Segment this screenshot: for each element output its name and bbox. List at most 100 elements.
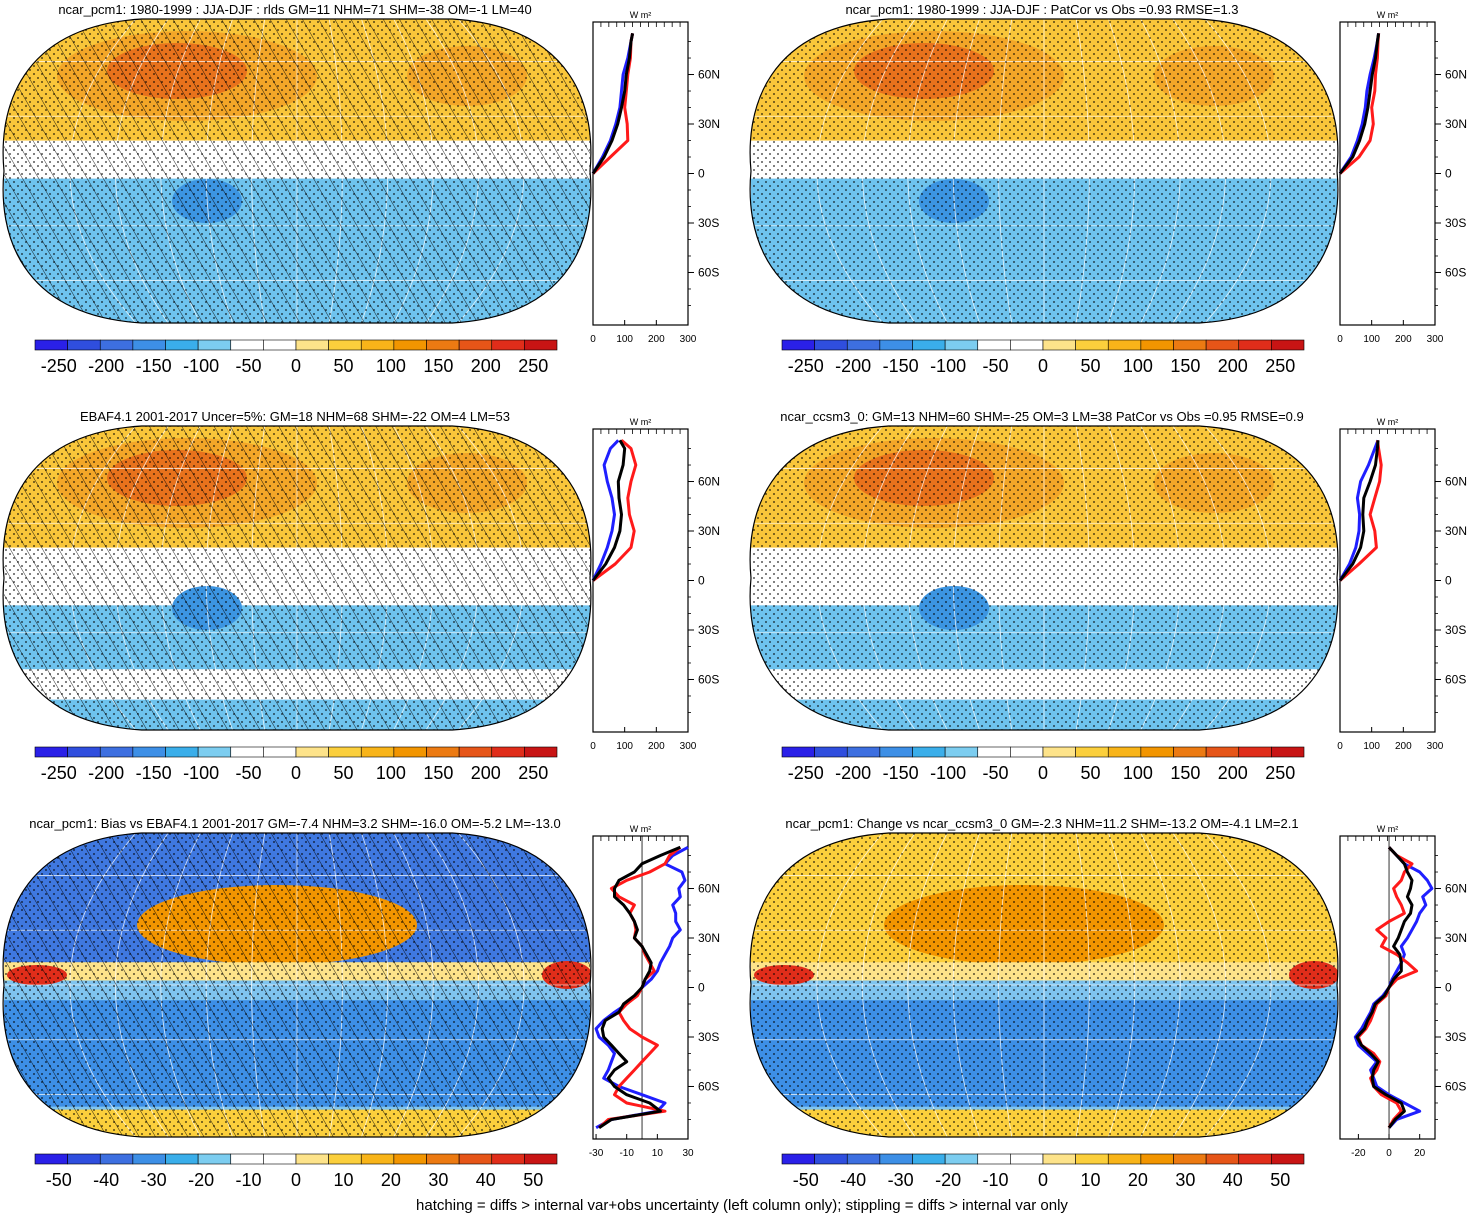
map-border xyxy=(749,425,1339,731)
lat-tick-label: 60N xyxy=(1445,68,1467,82)
zonal-series-black xyxy=(591,33,635,175)
colorbar-tick-label: -250 xyxy=(41,763,77,783)
map-field xyxy=(4,426,590,730)
colorbar-tick-label: 100 xyxy=(1123,356,1153,376)
value-tick-label: 200 xyxy=(1395,741,1412,752)
colorbar-tick-label: -200 xyxy=(88,356,124,376)
colorbar-tick-label: 0 xyxy=(1038,763,1048,783)
map-border xyxy=(2,425,592,731)
lat-tick-label: 30N xyxy=(698,524,720,538)
value-tick-label: 300 xyxy=(680,741,697,752)
lat-tick-label: 60N xyxy=(698,68,720,82)
value-tick-label: 100 xyxy=(616,741,633,752)
lat-tick-label: 0 xyxy=(1445,574,1452,588)
lat-tick-label: 60N xyxy=(698,475,720,489)
zonal-series-black xyxy=(1338,33,1381,175)
map-field xyxy=(4,833,591,1137)
lat-tick-label: 30N xyxy=(1445,524,1467,538)
map-border xyxy=(749,832,1339,1138)
colorbar-tick-label: 30 xyxy=(1175,1170,1195,1190)
lat-tick-label: 60S xyxy=(698,265,719,279)
value-tick-label: 100 xyxy=(1363,741,1380,752)
lat-tick-label: 30S xyxy=(1445,1030,1466,1044)
value-tick-label: -10 xyxy=(619,1148,634,1159)
colorbar-tick-label: -40 xyxy=(840,1170,866,1190)
value-tick-label: 100 xyxy=(1363,334,1380,345)
lat-tick-label: 0 xyxy=(1445,981,1452,995)
value-tick-label: 200 xyxy=(1395,334,1412,345)
colorbar-tick-label: 200 xyxy=(1218,763,1248,783)
colorbar-tick-label: -20 xyxy=(935,1170,961,1190)
colorbar-tick-label: 50 xyxy=(1080,356,1100,376)
colorbar-tick-label: -30 xyxy=(141,1170,167,1190)
zonal-unit-label: W m² xyxy=(630,417,652,427)
lat-tick-label: 60N xyxy=(1445,882,1467,896)
colorbar-tick-label: 250 xyxy=(518,763,548,783)
colorbar-tick-label: 30 xyxy=(428,1170,448,1190)
colorbar-tick-label: 150 xyxy=(423,763,453,783)
footer-note: hatching = diffs > internal var+obs unce… xyxy=(416,1197,1068,1214)
zonal-series-red xyxy=(592,439,638,582)
colorbar-tick-label: 10 xyxy=(333,1170,353,1190)
colorbar-tick-label: 50 xyxy=(1080,763,1100,783)
value-tick-label: 0 xyxy=(590,741,596,752)
lat-tick-label: 30N xyxy=(1445,117,1467,131)
zonal-series-red xyxy=(1339,440,1383,582)
colorbar-tick-label: -10 xyxy=(983,1170,1009,1190)
value-tick-label: 300 xyxy=(680,334,697,345)
zonal-unit-label: W m² xyxy=(1377,10,1399,20)
value-tick-label: 200 xyxy=(648,334,665,345)
map-field xyxy=(751,426,1337,730)
lat-tick-label: 0 xyxy=(698,574,705,588)
value-tick-label: 10 xyxy=(652,1148,664,1159)
colorbar-tick-label: -50 xyxy=(983,356,1009,376)
colorbar-tick-label: -200 xyxy=(835,763,871,783)
zonal-mean-plot: W m² 60N 30N 0 30S 60S 0 100 200 300 xyxy=(590,10,720,345)
colorbar-tick-label: -100 xyxy=(930,356,966,376)
value-tick-label: 200 xyxy=(648,741,665,752)
colorbar-tick-label: -250 xyxy=(788,356,824,376)
colorbar-tick-label: 0 xyxy=(291,1170,301,1190)
value-tick-label: -30 xyxy=(589,1148,604,1159)
lat-tick-label: 0 xyxy=(698,167,705,181)
panel-6: ncar_pcm1: Change vs ncar_ccsm3_0 GM=-2.… xyxy=(749,816,1467,1190)
colorbar-tick-label: 50 xyxy=(333,763,353,783)
value-tick-label: 0 xyxy=(1337,334,1343,345)
zonal-unit-label: W m² xyxy=(630,824,652,834)
colorbar-tick-label: -150 xyxy=(136,356,172,376)
panel-2: ncar_pcm1: 1980-1999 : JJA-DJF : PatCor … xyxy=(749,2,1467,376)
colorbar-tick-label: -150 xyxy=(883,763,919,783)
colorbar-tick-label: 100 xyxy=(376,356,406,376)
lat-tick-label: 60N xyxy=(1445,475,1467,489)
panel-5: ncar_pcm1: Bias vs EBAF4.1 2001-2017 GM=… xyxy=(2,816,720,1190)
colorbar-tick-label: 0 xyxy=(291,763,301,783)
lat-tick-label: 30S xyxy=(698,1030,719,1044)
colorbar-tick-label: -50 xyxy=(793,1170,819,1190)
colorbar-tick-label: -250 xyxy=(41,356,77,376)
colorbar: -250 -200 -150 -100 -50 0 50 100 150 200 250 xyxy=(34,339,558,376)
map-field xyxy=(4,19,590,323)
colorbar-tick-label: -50 xyxy=(236,356,262,376)
colorbar: -250 -200 -150 -100 -50 0 50 100 150 200 250 xyxy=(34,746,558,783)
panel-title: ncar_pcm1: Bias vs EBAF4.1 2001-2017 GM=… xyxy=(29,816,560,831)
colorbar-tick-label: 250 xyxy=(1265,356,1295,376)
lat-tick-label: 60S xyxy=(1445,1079,1466,1093)
colorbar-tick-label: 150 xyxy=(1170,763,1200,783)
zonal-mean-plot: W m² 60N 30N 0 30S 60S 0 100 200 300 xyxy=(590,417,720,752)
colorbar-tick-label: 10 xyxy=(1080,1170,1100,1190)
zonal-mean-plot: W m² 60N 30N 0 30S 60S -20 0 20 xyxy=(1339,824,1467,1159)
lat-tick-label: 0 xyxy=(698,981,705,995)
zonal-series-black xyxy=(591,439,627,582)
colorbar-tick-label: -50 xyxy=(236,763,262,783)
colorbar: -250 -200 -150 -100 -50 0 50 100 150 200 250 xyxy=(781,339,1305,376)
lat-tick-label: 60S xyxy=(1445,672,1466,686)
colorbar-tick-label: 150 xyxy=(1170,356,1200,376)
colorbar-tick-label: 40 xyxy=(1223,1170,1243,1190)
map-field xyxy=(751,19,1337,323)
panel-title: ncar_pcm1: 1980-1999 : JJA-DJF : rlds GM… xyxy=(58,2,531,17)
colorbar-tick-label: -150 xyxy=(883,356,919,376)
colorbar-tick-label: -50 xyxy=(46,1170,72,1190)
panel-4: ncar_ccsm3_0: GM=13 NHM=60 SHM=-25 OM=3 … xyxy=(749,409,1467,783)
lat-tick-label: 60S xyxy=(698,1079,719,1093)
